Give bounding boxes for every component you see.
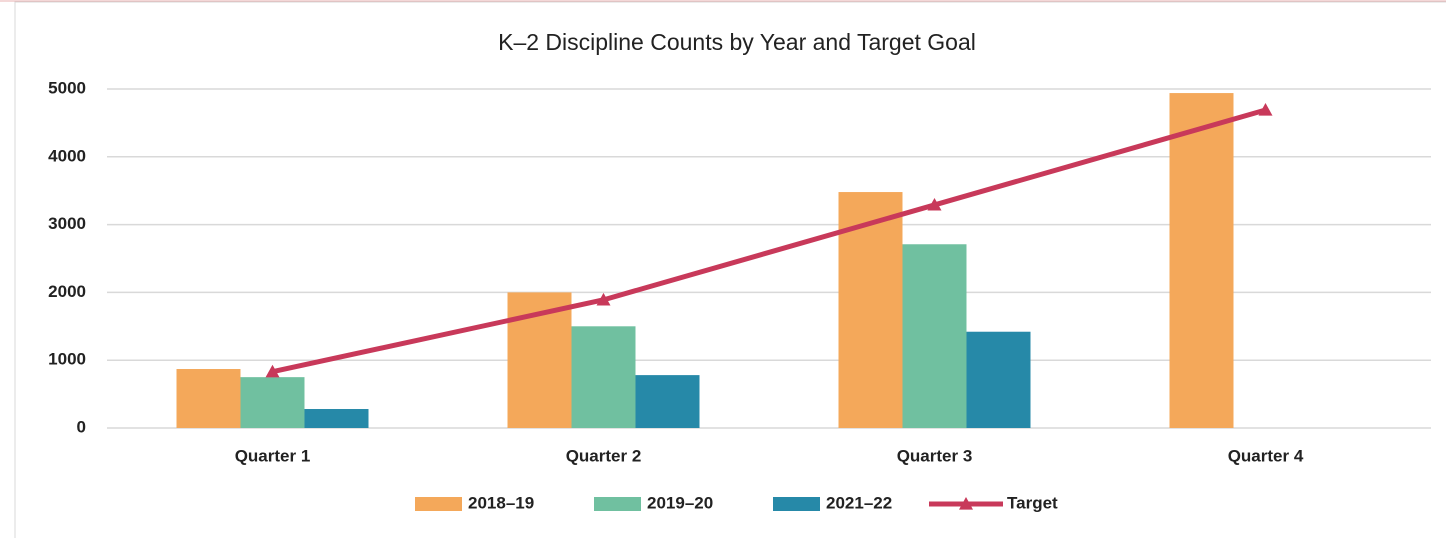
y-tick-label: 1000 xyxy=(48,350,86,369)
line-marker xyxy=(265,364,280,378)
legend-swatch xyxy=(415,497,462,511)
line-marker xyxy=(1258,103,1273,116)
legend-swatch-marker xyxy=(959,497,973,510)
chart-title: K–2 Discipline Counts by Year and Target… xyxy=(498,29,976,55)
bar xyxy=(1169,93,1234,429)
legend-label: Target xyxy=(1007,493,1058,512)
x-tick-label: Quarter 2 xyxy=(566,446,642,465)
legend-label: 2018–19 xyxy=(468,493,534,512)
bar xyxy=(902,244,967,428)
legend-swatch xyxy=(594,497,641,511)
line xyxy=(271,107,1267,375)
bar xyxy=(966,331,1031,428)
legend-label: 2019–20 xyxy=(647,493,713,512)
bar xyxy=(176,369,241,428)
y-tick-label: 2000 xyxy=(48,282,86,301)
x-tick-label: Quarter 4 xyxy=(1228,446,1304,465)
x-tick-label: Quarter 1 xyxy=(235,446,311,465)
y-tick-label: 0 xyxy=(77,417,86,436)
line-marker xyxy=(927,197,942,211)
bar xyxy=(635,375,700,428)
bar xyxy=(571,326,636,428)
y-tick-label: 3000 xyxy=(48,214,86,233)
bar xyxy=(240,377,305,428)
line-marker xyxy=(596,292,611,306)
bar xyxy=(304,409,369,428)
y-tick-label: 4000 xyxy=(48,146,86,165)
legend-label: 2021–22 xyxy=(826,493,892,512)
legend-swatch xyxy=(773,497,820,511)
x-tick-label: Quarter 3 xyxy=(897,446,973,465)
y-tick-label: 5000 xyxy=(48,78,86,97)
